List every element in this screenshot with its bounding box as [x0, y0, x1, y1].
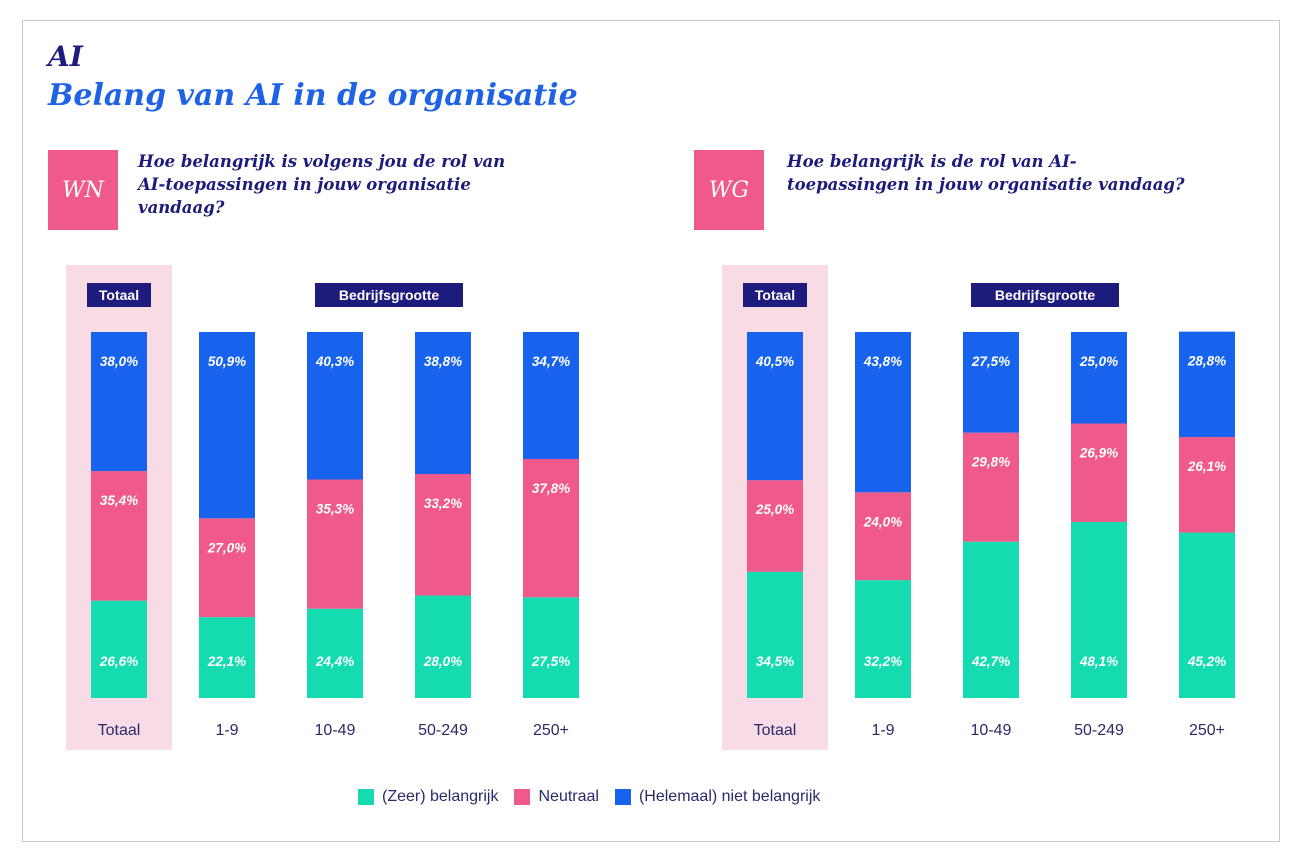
data-label-wn-0-zeer: 26,6% — [99, 654, 138, 669]
legend-item-zeer: (Zeer) belangrijk — [358, 788, 498, 806]
totaal-header-wn: Totaal — [99, 287, 139, 303]
data-label-wn-0-niet: 38,0% — [100, 354, 138, 369]
question-wg: Hoe belangrijk is de rol van AI-toepassi… — [787, 152, 1185, 194]
bar-wn-1-zeer — [199, 617, 255, 698]
bar-wn-0-neutraal — [91, 471, 147, 601]
group-header-box-wn — [315, 283, 463, 307]
bar-wn-2-niet — [307, 332, 363, 480]
legend-swatch-neutraal — [514, 789, 531, 805]
bar-wn-0-niet — [91, 332, 147, 472]
legend-swatch-zeer — [358, 789, 374, 805]
data-label-wn-2-neutraal: 35,3% — [316, 501, 354, 516]
page-title: Belang van AI in de organisatie — [48, 78, 578, 113]
bar-wn-1-niet — [199, 332, 255, 519]
bar-wn-2-neutraal — [307, 479, 363, 609]
legend-swatch-niet — [614, 789, 631, 805]
legend-item-neutraal: Neutraal — [514, 788, 599, 806]
x-tick-label-wn-0: Totaal — [98, 722, 141, 739]
data-label-wn-1-neutraal: 27,0% — [207, 540, 246, 555]
data-label-wn-2-zeer: 24,4% — [315, 654, 354, 669]
group-header-wn: Bedrijfsgrootte — [339, 287, 440, 303]
bar-wn-4-neutraal — [523, 459, 579, 598]
data-label-wn-0-neutraal: 35,4% — [100, 493, 138, 508]
bar-wn-3-zeer — [415, 595, 471, 698]
section-label: AI — [48, 40, 83, 73]
x-tick-label-wn-4: 250+ — [533, 722, 569, 739]
legend-label-zeer: (Zeer) belangrijk — [382, 788, 499, 805]
data-label-wn-3-zeer: 28,0% — [423, 654, 462, 669]
legend-item-niet: (Helemaal) niet belangrijk — [614, 788, 821, 806]
bar-wn-1-neutraal — [199, 518, 255, 618]
data-label-wn-1-niet: 50,9% — [208, 354, 246, 369]
data-label-wn-3-neutraal: 33,2% — [424, 496, 462, 511]
bar-wn-4-zeer — [523, 597, 579, 698]
x-tick-label-wn-1: 1-9 — [215, 722, 238, 739]
bar-wn-0-zeer — [91, 600, 147, 698]
legend-label-neutraal: Neutraal — [538, 788, 599, 805]
legend-label-niet: (Helemaal) niet belangrijk — [638, 788, 821, 805]
bar-wn-2-zeer — [307, 608, 363, 698]
bar-wn-4-niet — [523, 332, 579, 460]
data-label-wn-4-zeer: 27,5% — [531, 654, 570, 669]
bar-wn-3-niet — [415, 332, 471, 475]
question-wn: Hoe belangrijk is volgens jou de rol van… — [138, 152, 506, 217]
legend: (Zeer) belangrijk Neutraal (Helemaal) ni… — [358, 788, 836, 806]
x-tick-label-wn-2: 10-49 — [315, 722, 356, 739]
respondent-tag-wg: WG — [694, 150, 764, 230]
data-label-wn-3-niet: 38,8% — [424, 354, 462, 369]
respondent-tag-wn: WN — [48, 150, 118, 230]
data-label-wn-4-neutraal: 37,8% — [532, 481, 570, 496]
data-label-wn-2-niet: 40,3% — [315, 354, 354, 369]
bar-wn-3-neutraal — [415, 474, 471, 596]
data-label-wn-1-zeer: 22,1% — [207, 654, 246, 669]
totaal-header-box-wn — [87, 283, 151, 307]
data-label-wn-4-niet: 34,7% — [532, 354, 570, 369]
x-tick-label-wn-3: 50-249 — [418, 722, 468, 739]
